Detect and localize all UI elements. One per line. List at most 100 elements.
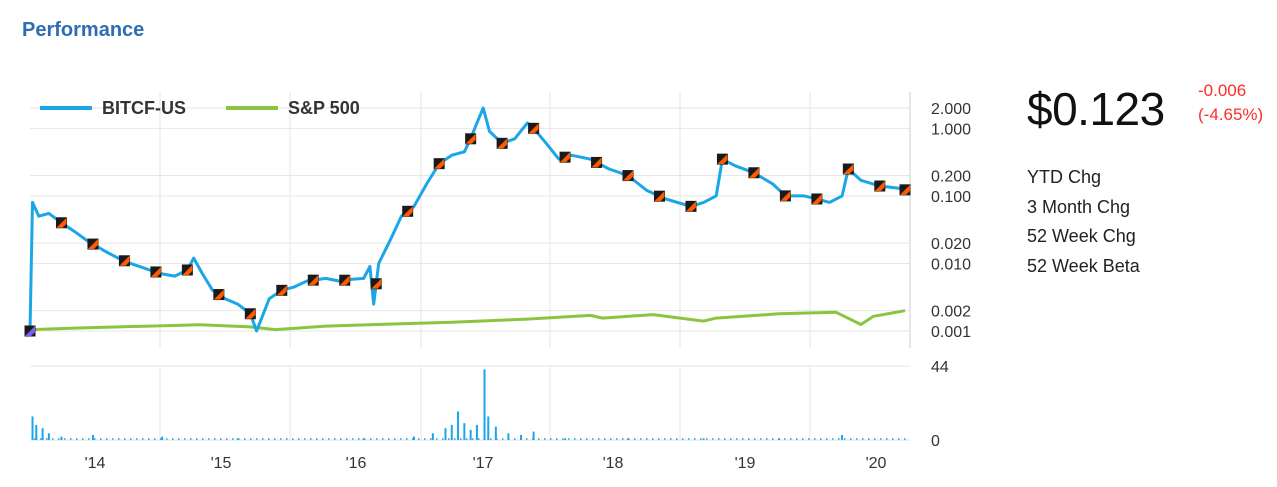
volume-bar [52, 438, 54, 440]
volume-bar [406, 438, 408, 440]
event-marker-flag [213, 289, 224, 300]
volume-bar [664, 438, 666, 440]
page-title: Performance [22, 19, 145, 41]
volume-bar [766, 438, 768, 440]
volume-bar [564, 438, 567, 440]
volume-bar [628, 438, 630, 440]
volume-bar [430, 438, 432, 440]
volume-bar [31, 416, 34, 440]
y-axis-tick-labels: 0.001 0.002 0.010 0.020 0.100 0.200 1.000 2.000… [931, 101, 971, 450]
volume-bar [178, 438, 180, 440]
volume-bar [592, 438, 594, 440]
volume-bar [100, 438, 102, 440]
performance-chart: 0.001 0.002 0.010 0.020 0.100 0.200 1.000 2.000… [24, 92, 971, 472]
volume-bar [262, 438, 264, 440]
event-marker-flag [843, 164, 854, 175]
y-tick-label: 2.000 [931, 101, 971, 118]
volume-bar [184, 438, 186, 440]
volume-bar [490, 438, 492, 440]
volume-bar [658, 438, 660, 440]
volume-bar [400, 438, 402, 440]
volume-bar [688, 438, 690, 440]
volume-bar [730, 438, 732, 440]
volume-bar [718, 438, 720, 440]
event-marker-flag [654, 191, 665, 202]
volume-bar [574, 438, 576, 440]
volume-bar [868, 438, 870, 440]
volume-bar [382, 438, 384, 440]
chart-grid [30, 92, 911, 441]
volume-bar [772, 438, 774, 440]
volume-bar [463, 423, 466, 440]
legend-label-btc: BITCF-US [102, 98, 186, 118]
volume-bar [850, 438, 852, 440]
event-marker-flag [339, 275, 350, 286]
volume-bar [826, 438, 828, 440]
volume-bar [418, 438, 420, 440]
volume-bar [190, 438, 192, 440]
volume-bar [640, 438, 642, 440]
stat-52-week-beta: 52 Week Beta [1027, 255, 1140, 276]
volume-bar [431, 433, 434, 440]
volume-bar [760, 438, 762, 440]
volume-bar [424, 438, 426, 440]
volume-bar [568, 438, 570, 440]
event-marker [685, 200, 697, 212]
event-marker [370, 278, 382, 290]
x-tick-label: '18 [603, 455, 624, 472]
event-marker [213, 289, 225, 301]
volume-bar [532, 431, 535, 440]
volume-bar [742, 438, 744, 440]
volume-bar [562, 438, 564, 440]
volume-bar [838, 438, 840, 440]
event-marker-flag [434, 158, 445, 169]
volume-bar [507, 433, 510, 440]
volume-bar [154, 438, 156, 440]
volume-bar [256, 438, 258, 440]
volume-bar [358, 438, 360, 440]
volume-bar [616, 438, 618, 440]
event-marker-flag [308, 275, 319, 286]
volume-bar [286, 438, 288, 440]
event-marker [433, 158, 445, 170]
volume-bar [106, 438, 108, 440]
y-tick-label: 0.010 [931, 256, 971, 273]
volume-bar [64, 438, 66, 440]
event-marker-flag [685, 201, 696, 212]
event-marker [716, 153, 728, 165]
event-marker-flag [780, 190, 791, 201]
event-marker-flag [119, 255, 130, 266]
volume-bar [496, 438, 498, 440]
event-marker [653, 190, 665, 202]
volume-bar [166, 438, 168, 440]
volume-bar [362, 438, 365, 440]
volume-bar [304, 438, 306, 440]
event-marker [874, 180, 886, 192]
sp500-series [29, 309, 906, 332]
legend: BITCF-US S&P 500 [40, 98, 360, 118]
volume-bar [444, 428, 447, 440]
volume-bar [412, 438, 414, 440]
event-marker [842, 163, 854, 175]
volume-bar [118, 438, 120, 440]
event-marker-flag [245, 308, 256, 319]
volume-bar [478, 438, 480, 440]
volume-bar [886, 438, 888, 440]
x-tick-label: '14 [85, 455, 106, 472]
event-marker [118, 255, 130, 267]
event-marker-flag [560, 152, 571, 163]
volume-bar [346, 438, 348, 440]
event-marker-flag [623, 170, 634, 181]
volume-bar [58, 438, 60, 440]
volume-bar [448, 438, 450, 440]
volume-bar [250, 438, 252, 440]
volume-bar [646, 438, 648, 440]
volume-bar [112, 438, 114, 440]
y-tick-label: 0.002 [931, 304, 971, 321]
volume-bar [634, 438, 636, 440]
last-price: $0.123 [1027, 83, 1165, 135]
event-marker-flag [465, 133, 476, 144]
event-marker-flag [528, 123, 539, 134]
change-value: -0.006 [1198, 82, 1247, 100]
volume-bar [328, 438, 330, 440]
